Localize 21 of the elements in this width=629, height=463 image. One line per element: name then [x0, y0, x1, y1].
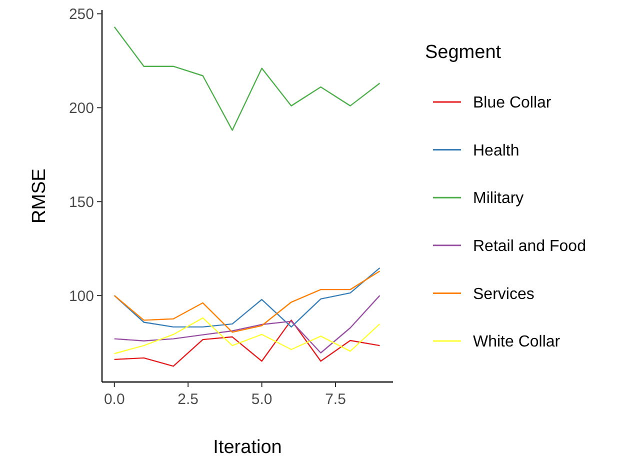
legend-label: Retail and Food: [473, 238, 586, 255]
x-tick-label: 5.0: [251, 391, 272, 408]
y-tick-label: 250: [68, 6, 94, 24]
line-series: [114, 317, 380, 354]
legend-title: Segment: [425, 42, 502, 63]
legend-label: Blue Collar: [473, 94, 552, 112]
line-series: [114, 320, 380, 367]
legend-label: Health: [473, 142, 520, 160]
x-axis-title: Iteration: [213, 437, 282, 458]
x-tick-label: 7.5: [325, 391, 346, 408]
y-tick-label: 150: [68, 194, 94, 211]
x-tick-label: 2.5: [178, 391, 199, 408]
y-axis-title: RMSE: [29, 168, 50, 224]
line-series: [114, 294, 380, 354]
legend-label: Services: [473, 286, 534, 303]
y-tick-label: 200: [68, 100, 94, 117]
legend-label: Military: [473, 190, 524, 208]
line-series: [114, 26, 380, 131]
legend-label: White Collar: [473, 334, 561, 351]
y-tick-label: 100: [68, 288, 94, 305]
x-tick-label: 0.0: [104, 391, 125, 408]
